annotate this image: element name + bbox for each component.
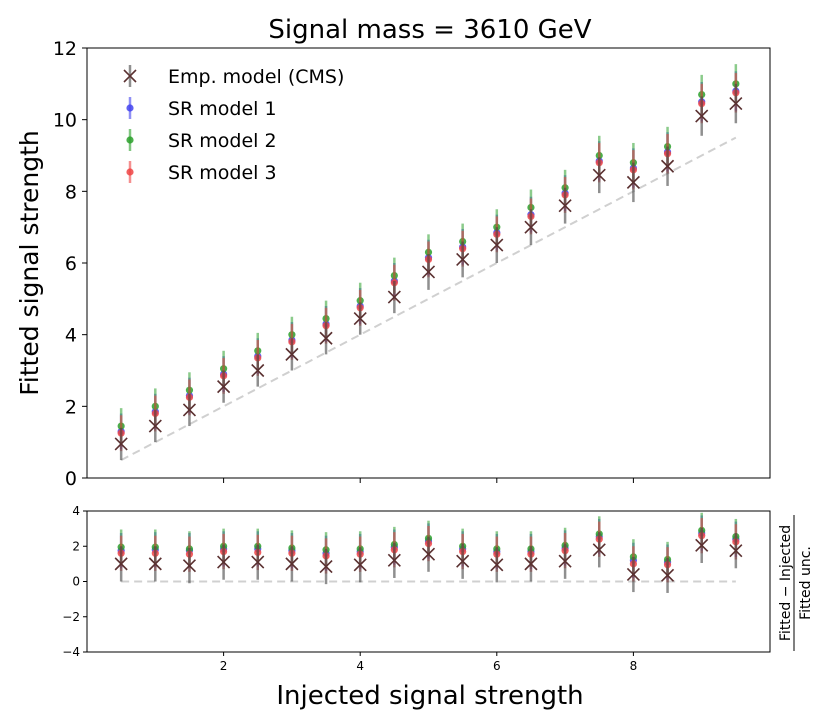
bottom-y-axis-label: Fitted − Injected Fitted unc. <box>778 515 814 651</box>
x-marker <box>592 168 606 182</box>
top-x-ticks <box>223 478 634 483</box>
pull-series-0 <box>114 527 743 593</box>
top-y-tick-label: 6 <box>65 253 77 275</box>
x-marker <box>182 403 197 417</box>
x-marker <box>148 557 162 571</box>
x-marker <box>148 419 162 433</box>
bottom-y-tick-label: 2 <box>72 539 80 553</box>
top-y-axis-label: Fitted signal strength <box>15 130 44 396</box>
x-marker <box>421 265 436 279</box>
legend-label: SR model 1 <box>168 98 277 120</box>
series-0 <box>114 83 743 461</box>
top-y-tick-label: 10 <box>53 110 77 132</box>
x-marker <box>114 557 128 571</box>
x-marker <box>421 547 436 561</box>
bottom-y-tick-label: 4 <box>72 504 80 518</box>
bottom-y-ticks: −4 −2 0 2 4 <box>62 504 87 659</box>
legend-item: Emp. model (CMS) <box>123 65 344 88</box>
top-y-ticks: 0 2 4 6 8 10 12 <box>53 38 87 490</box>
bottom-plot-area <box>114 512 743 593</box>
x-marker <box>729 96 743 111</box>
top-y-tick-label: 8 <box>65 181 77 203</box>
x-marker <box>456 252 470 266</box>
legend-item: SR model 3 <box>126 161 277 184</box>
bottom-x-ticks: 2 4 6 8 <box>220 652 637 673</box>
x-marker <box>285 557 299 571</box>
top-plot-area <box>114 64 743 461</box>
x-marker <box>626 567 640 582</box>
x-marker <box>660 568 675 582</box>
bottom-y-tick-label: −2 <box>62 610 80 624</box>
x-marker <box>217 380 231 394</box>
x-marker <box>319 559 333 574</box>
x-marker <box>490 238 504 252</box>
legend-label: SR model 2 <box>168 130 277 152</box>
x-marker <box>626 175 640 189</box>
bottom-y-axis-label-denominator: Fitted unc. <box>798 546 814 620</box>
point-marker <box>126 104 134 112</box>
top-y-tick-label: 0 <box>65 468 77 490</box>
x-marker <box>490 558 504 572</box>
x-marker <box>558 199 572 213</box>
bottom-x-tick-label: 4 <box>356 659 364 673</box>
x-marker <box>319 331 333 345</box>
x-axis-label: Injected signal strength <box>276 681 583 711</box>
bottom-x-tick-label: 8 <box>630 659 638 673</box>
x-marker <box>217 555 231 569</box>
legend-item: SR model 1 <box>126 97 277 120</box>
bottom-x-tick-label: 2 <box>220 659 228 673</box>
x-marker <box>123 69 137 83</box>
top-reference-line <box>120 136 737 461</box>
x-marker <box>285 347 299 361</box>
x-marker <box>353 311 367 326</box>
x-marker <box>660 159 675 173</box>
bottom-y-axis-label-numerator: Fitted − Injected <box>778 525 794 641</box>
legend-label: Emp. model (CMS) <box>168 66 344 88</box>
top-y-tick-label: 4 <box>65 325 77 347</box>
legend-item: SR model 2 <box>126 129 277 152</box>
x-marker <box>524 220 538 234</box>
x-marker <box>558 554 572 568</box>
legend: Emp. model (CMS) SR model 1 SR model 2 SR m… <box>123 65 344 184</box>
x-marker <box>182 559 197 573</box>
bottom-x-tick-label: 6 <box>493 659 501 673</box>
x-marker <box>456 554 470 568</box>
x-marker <box>729 544 743 558</box>
point-marker <box>126 168 134 176</box>
x-marker <box>592 543 606 557</box>
top-y-tick-label: 2 <box>65 396 77 418</box>
top-y-tick-label: 12 <box>53 38 77 60</box>
x-marker <box>251 363 265 378</box>
bottom-y-tick-label: 0 <box>72 575 80 589</box>
x-marker <box>114 437 128 451</box>
x-marker <box>387 290 401 304</box>
x-marker <box>387 553 401 567</box>
x-marker <box>251 555 265 569</box>
x-marker <box>695 538 709 552</box>
bottom-y-tick-label: −4 <box>62 645 80 659</box>
x-marker <box>524 557 538 571</box>
x-marker <box>695 109 709 123</box>
chart-title: Signal mass = 3610 GeV <box>268 15 591 45</box>
legend-label: SR model 3 <box>168 162 277 184</box>
point-marker <box>126 136 134 144</box>
x-marker <box>353 558 367 572</box>
